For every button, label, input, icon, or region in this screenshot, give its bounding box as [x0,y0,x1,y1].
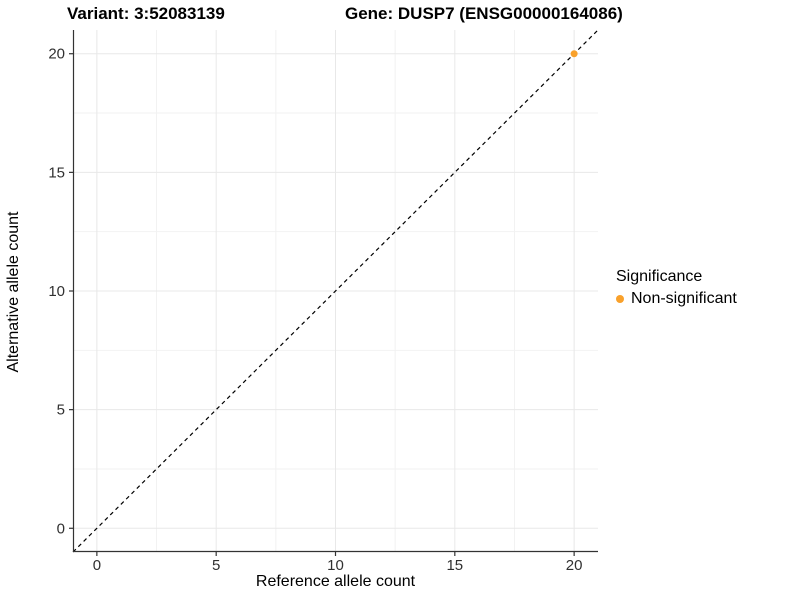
x-tick-label: 0 [93,557,101,574]
legend: Significance Non-significant [616,268,737,308]
x-axis-title: Reference allele count [255,573,416,590]
variant-title: Variant: 3:52083139 [67,4,225,23]
x-tick-label: 5 [212,557,220,574]
y-tick-label: 15 [48,164,65,181]
x-tick-label: 10 [327,557,344,574]
x-tick-label: 20 [566,557,583,574]
y-tick-label: 0 [57,520,65,537]
y-tick-label: 20 [48,46,65,63]
data-point [570,50,578,58]
plot-panel: 0 5 10 15 20 0 5 10 15 20 [48,29,599,574]
identity-dashed-line [72,29,599,553]
dot-icon [616,295,624,303]
gene-title: Gene: DUSP7 (ENSG00000164086) [345,4,623,23]
scatter-plot-canvas: 0 5 10 15 20 0 5 10 15 20 [48,29,599,574]
y-tick-label: 10 [48,283,65,300]
x-tick-label: 15 [446,557,463,574]
y-axis-title: Alternative allele count [5,211,22,373]
legend-title: Significance [616,268,703,285]
y-tick-label: 5 [57,402,65,419]
legend-item-label: Non-significant [631,290,737,307]
legend-item: Non-significant [616,290,737,308]
